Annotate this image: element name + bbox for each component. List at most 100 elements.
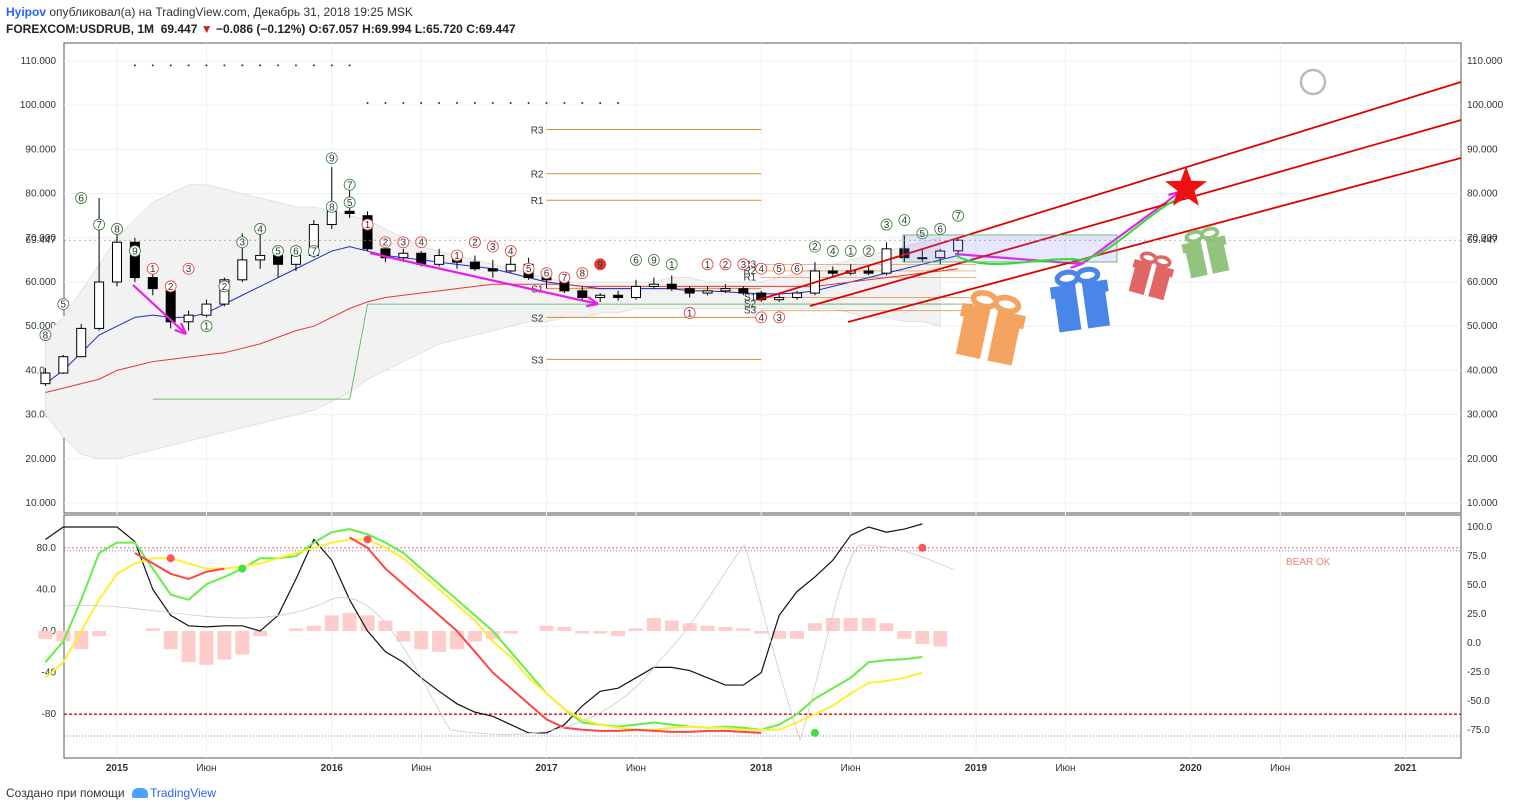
gift-icon-blue-bow-right bbox=[1074, 266, 1101, 284]
trend-arrow-target bbox=[1081, 191, 1181, 265]
td-red-count: 1 bbox=[365, 220, 371, 231]
y-tick-right: 80.000 bbox=[1467, 189, 1498, 200]
candle-body bbox=[935, 250, 946, 259]
close-label: C: bbox=[466, 22, 479, 36]
td-red-count: 1 bbox=[454, 251, 460, 262]
x-tick-label: Июн bbox=[626, 763, 646, 774]
gift-icon-red-bow-right bbox=[1153, 255, 1172, 268]
author-name[interactable]: Hyipov bbox=[6, 5, 47, 19]
td-green-count: 8 bbox=[329, 202, 335, 213]
td-green-count: 9 bbox=[329, 154, 335, 165]
td-red-marker bbox=[701, 258, 714, 271]
tradingview-brand-link[interactable]: TradingView bbox=[149, 786, 217, 800]
osc-histogram-bar bbox=[450, 631, 465, 650]
td-red-count: 2 bbox=[383, 238, 389, 249]
td-green-marker bbox=[75, 192, 88, 204]
osc-histogram-bar bbox=[92, 631, 107, 637]
td-red-marker bbox=[755, 262, 768, 275]
td-red-count: 5 bbox=[776, 264, 782, 275]
td-green-count: 3 bbox=[884, 220, 890, 231]
td-red-count: 2 bbox=[472, 238, 478, 249]
osc-histogram-bar bbox=[825, 618, 840, 631]
candle-body bbox=[40, 372, 51, 385]
osc-y-tick-right: -50.0 bbox=[1467, 696, 1490, 707]
td-red-marker bbox=[773, 311, 786, 324]
td-green-count: 2 bbox=[866, 247, 872, 258]
td-green-count: 4 bbox=[902, 216, 908, 227]
y-tick-left: 30.000 bbox=[25, 410, 56, 421]
projection-box bbox=[902, 234, 1118, 263]
td-red-marker bbox=[415, 236, 428, 249]
candle-body bbox=[237, 259, 248, 281]
stop-dot bbox=[169, 64, 172, 67]
gift-icon-red bbox=[1128, 251, 1175, 301]
pivot-label-S3: S3 bbox=[531, 355, 544, 366]
osc-histogram-bar bbox=[414, 631, 429, 650]
td-green-marker bbox=[647, 253, 660, 266]
osc-histogram-bar bbox=[539, 625, 554, 631]
ema-red bbox=[45, 268, 959, 393]
osc-histogram-bar bbox=[181, 631, 196, 663]
candle-body bbox=[201, 303, 212, 316]
gift-icon-orange-bow-right bbox=[992, 294, 1022, 315]
osc-histogram-bar bbox=[575, 631, 590, 634]
candle-body bbox=[595, 294, 606, 298]
td-green-count: 1 bbox=[669, 260, 675, 271]
td-red-count: 1 bbox=[687, 308, 693, 319]
td-green-marker bbox=[880, 218, 893, 231]
high-value: 69.994 bbox=[374, 22, 412, 36]
osc-histogram-bar bbox=[360, 615, 375, 631]
tradingview-logo-icon bbox=[131, 788, 148, 798]
stop-dot bbox=[420, 101, 423, 104]
candle-body bbox=[738, 288, 749, 294]
td-red-marker bbox=[594, 258, 607, 271]
osc-series-2 bbox=[44, 538, 923, 731]
candle-body bbox=[577, 290, 588, 298]
stop-dot bbox=[599, 101, 602, 104]
osc-histogram-bar bbox=[396, 631, 411, 642]
osc-signal-point bbox=[238, 564, 247, 573]
td-green-marker bbox=[39, 329, 52, 341]
td-green-count: 4 bbox=[257, 224, 263, 235]
oscillator-pane bbox=[63, 514, 1462, 759]
osc-histogram-bar bbox=[145, 628, 160, 631]
candle-body bbox=[684, 288, 695, 294]
pivot-2018-label-R2: R2 bbox=[743, 266, 756, 277]
y-tick-right: 50.000 bbox=[1467, 321, 1498, 332]
osc-y-tick-right: -25.0 bbox=[1467, 667, 1490, 678]
gift-icon-blue bbox=[1049, 266, 1111, 333]
osc-histogram-bar bbox=[682, 623, 697, 631]
stop-dot bbox=[277, 64, 280, 67]
gift-icon-orange bbox=[955, 289, 1026, 366]
candle-body bbox=[112, 241, 122, 283]
osc-series-gray bbox=[64, 544, 956, 742]
stop-dot bbox=[527, 101, 530, 104]
td-red-marker bbox=[451, 249, 463, 262]
stop-dot bbox=[581, 101, 584, 104]
stop-dot bbox=[205, 64, 208, 67]
td-red-count: 4 bbox=[508, 247, 514, 258]
x-tick-label: 2019 bbox=[965, 763, 988, 774]
osc-y-tick-right: 100.0 bbox=[1467, 522, 1492, 533]
td-green-marker bbox=[272, 245, 284, 257]
osc-histogram-bar bbox=[217, 631, 232, 660]
stop-dot bbox=[223, 64, 226, 67]
osc-histogram-bar bbox=[378, 620, 393, 631]
candle-body bbox=[917, 257, 928, 260]
td-green-marker bbox=[916, 227, 929, 240]
osc-histogram-bar bbox=[772, 631, 787, 639]
pivot-label-S2: S2 bbox=[531, 313, 544, 324]
td-red-marker bbox=[379, 236, 392, 249]
stop-dot bbox=[348, 64, 351, 67]
osc-histogram-bar bbox=[503, 631, 518, 634]
osc-y-tick-left: -80 bbox=[42, 709, 57, 720]
osc-histogram-bar bbox=[700, 625, 715, 631]
candle-body bbox=[398, 252, 409, 259]
td-red-count: 3 bbox=[401, 238, 407, 249]
td-green-count: 3 bbox=[239, 238, 245, 249]
open-label: O: bbox=[308, 22, 323, 36]
pivot-label-R1: R1 bbox=[531, 196, 544, 207]
td-green-marker bbox=[200, 320, 213, 333]
td-red-count: 3 bbox=[186, 264, 192, 275]
